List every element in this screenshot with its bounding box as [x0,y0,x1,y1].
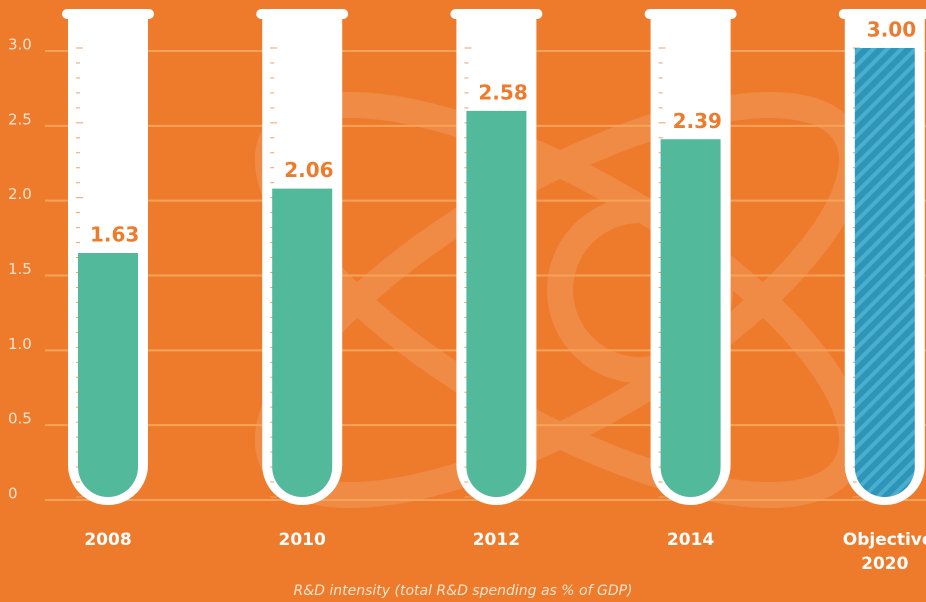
bar [661,139,721,497]
tube-lip [62,9,154,19]
chart: R&D intensity (total R&D spending as % o… [0,0,926,602]
y-tick-label: 2.0 [8,185,32,203]
value-label: 2.06 [284,158,333,182]
y-tick-label: 1.0 [8,335,32,353]
value-label: 1.63 [90,223,139,247]
value-label: 3.00 [867,18,916,42]
y-tick-label: 3.0 [8,36,32,54]
value-label: 2.58 [478,80,527,104]
tube-lip [256,9,348,19]
x-tick-label: 2010 [260,528,344,552]
x-tick-label: 2012 [454,528,538,552]
bar [272,189,332,497]
tube-lip [450,9,542,19]
y-tick-label: 0.5 [8,410,32,428]
x-tick-label: 2014 [649,528,733,552]
bar [466,111,526,497]
y-tick-label: 0 [8,485,18,503]
bar [78,253,138,497]
tube-lip [645,9,737,19]
chart-svg: R&D intensity (total R&D spending as % o… [0,0,926,602]
bar [855,48,915,497]
x-tick-label: 2008 [66,528,150,552]
y-tick-label: 1.5 [8,260,32,278]
x-axis-label: R&D intensity (total R&D spending as % o… [293,583,632,599]
x-tick-label: Objective 2020 [843,528,926,576]
y-tick-label: 2.5 [8,110,32,128]
value-label: 2.39 [673,109,722,133]
